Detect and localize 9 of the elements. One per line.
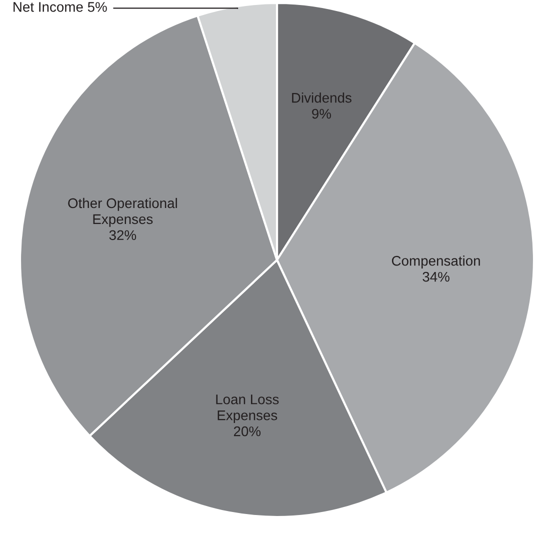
data-label: 34%: [422, 272, 450, 282]
slice-label: Compensation: [392, 256, 480, 268]
slice-label: Loan Loss Expenses: [216, 394, 279, 423]
slice-label: Net Income 5%: [14, 2, 107, 12]
data-label: 32%: [109, 230, 136, 240]
data-label: 20%: [234, 426, 261, 436]
data-label: 9%: [312, 108, 331, 119]
slice-label: Other Operational Expenses: [68, 198, 177, 227]
slice-label: Dividends: [292, 92, 352, 103]
